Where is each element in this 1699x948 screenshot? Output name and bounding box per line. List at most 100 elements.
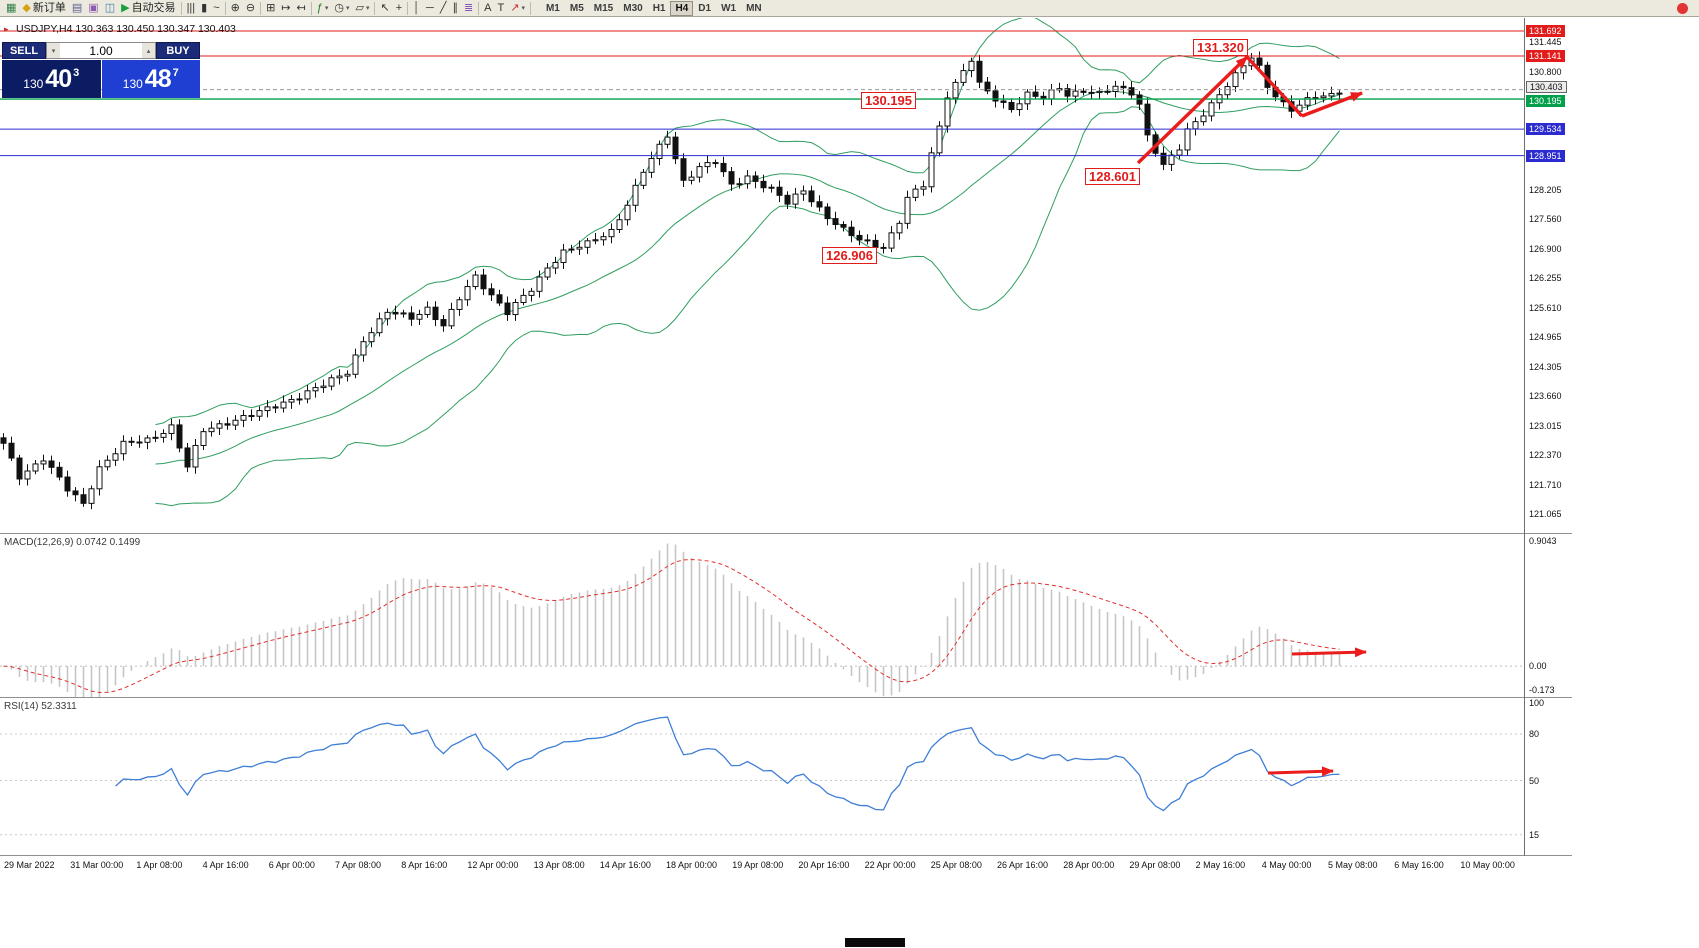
line-chart-icon[interactable]: ~ (210, 1, 222, 16)
price-annotation[interactable]: 131.320 (1193, 39, 1248, 56)
chart-shift-icon[interactable]: ↤ (294, 1, 309, 16)
date-axis-label: 14 Apr 16:00 (599, 860, 651, 870)
tile-windows-icon: ⊞ (266, 1, 276, 14)
rsi-arrow[interactable] (1267, 766, 1334, 777)
timeframes-dropdown-icon[interactable]: ▾ (345, 5, 350, 12)
vertical-line-icon[interactable]: │ (410, 1, 423, 16)
templates-dropdown-icon[interactable]: ▾ (365, 5, 370, 12)
buy-price-pips: 48 (144, 64, 172, 93)
price-level-lines[interactable] (0, 30, 1524, 157)
zoom-in-icon[interactable]: ⊕ (228, 1, 243, 16)
trend-arrow-line[interactable] (1136, 55, 1249, 165)
buy-price-panel[interactable]: 130 48 7 (101, 60, 200, 98)
price-chart-canvas[interactable] (0, 18, 1524, 533)
auto-trading-icon: ▶ (121, 1, 130, 14)
timeframe-m30-button[interactable]: M30 (618, 1, 647, 16)
pane-separator[interactable] (0, 697, 1572, 698)
candlestick-chart-icon[interactable]: ▮ (198, 1, 210, 16)
price-axis[interactable]: 131.692 131.445 131.141 130.800 130.403 130.1… (1524, 18, 1699, 856)
price-axis-label: 126.255 (1529, 273, 1562, 284)
crosshair-icon: + (395, 1, 403, 14)
timeframe-m5-button[interactable]: M5 (565, 1, 589, 16)
data-window-icon: ◫ (104, 1, 116, 14)
timeframe-h4-button[interactable]: H4 (670, 0, 694, 16)
rsi-axis-label: 15 (1529, 829, 1540, 840)
trendline-icon: ╱ (439, 1, 447, 14)
macd-axis-label: -0.173 (1529, 684, 1555, 695)
toolbar-right (1677, 2, 1696, 14)
zoom-out-icon[interactable]: ⊖ (243, 1, 258, 16)
bar-chart-icon[interactable]: ||| (184, 1, 199, 16)
date-axis-label: 19 Apr 08:00 (732, 860, 784, 870)
volume-decrease-button[interactable]: ▾ (47, 43, 60, 58)
data-window-icon[interactable]: ◫ (102, 1, 118, 16)
timeframe-m1-button[interactable]: M1 (541, 1, 565, 16)
rsi-axis-label: 50 (1529, 775, 1540, 786)
timeframe-mn-button[interactable]: MN (741, 1, 767, 16)
toolbar-separator (478, 1, 480, 15)
crosshair-icon[interactable]: + (393, 1, 405, 16)
indicators-icon[interactable]: ƒ ▾ (314, 1, 332, 16)
channel-icon[interactable]: ∥ (449, 1, 461, 16)
new-order-button[interactable]: ◆ 新订单 (19, 1, 68, 16)
auto-trading-button[interactable]: ▶ 自动交易 (118, 1, 178, 16)
templates-icon: ▱ (355, 1, 364, 14)
notification-icon[interactable] (1677, 2, 1688, 14)
pane-separator[interactable] (0, 533, 1572, 534)
h-scrollbar-thumb[interactable] (845, 938, 905, 947)
timeframe-h1-button[interactable]: H1 (648, 1, 671, 16)
toolbar-separator (180, 1, 182, 15)
volume-increase-button[interactable]: ▴ (142, 43, 155, 58)
trend-arrows[interactable] (1136, 55, 1363, 165)
profiles-icon[interactable]: ▣ (85, 1, 101, 16)
date-axis-label: 29 Apr 08:00 (1129, 860, 1181, 870)
cursor-icon[interactable]: ↖ (377, 1, 392, 16)
price-axis-label: 121.710 (1529, 479, 1562, 490)
tile-windows-icon[interactable]: ⊞ (263, 1, 278, 16)
price-annotation[interactable]: 128.601 (1085, 168, 1140, 185)
templates-icon[interactable]: ▱ ▾ (353, 1, 373, 16)
volume-input[interactable]: 1.00 (89, 43, 113, 58)
rsi-pane-canvas[interactable] (0, 698, 1524, 856)
price-axis-blue-marker: 128.951 (1526, 149, 1565, 162)
price-axis-label: 121.065 (1529, 509, 1562, 520)
toolbar-separator (260, 1, 262, 15)
timeframe-w1-button[interactable]: W1 (716, 1, 741, 16)
text-icon[interactable]: A (481, 1, 494, 16)
trend-arrow-line[interactable] (1245, 55, 1304, 118)
label-icon[interactable]: T (495, 1, 508, 16)
price-axis-label: 131.445 (1529, 37, 1562, 48)
cursor-icon: ↖ (380, 1, 390, 14)
macd-arrow[interactable] (1291, 647, 1367, 658)
macd-histogram (10, 543, 1341, 697)
zoom-in-icon: ⊕ (230, 1, 240, 14)
sell-price-point: 3 (73, 67, 80, 79)
chart-windows-icon[interactable]: ▤ (69, 1, 85, 16)
trendline-icon[interactable]: ╱ (437, 1, 450, 16)
date-axis-label: 13 Apr 08:00 (533, 860, 585, 870)
indicators-dropdown-icon[interactable]: ▾ (324, 5, 329, 12)
chart-window[interactable]: ▸ USDJPY,H4 130.363 130.450 130.347 130.… (0, 18, 1699, 948)
new-order-button-label: 新订单 (32, 1, 66, 14)
sell-price-panel[interactable]: 130 40 3 (2, 60, 101, 98)
fibonacci-icon[interactable]: ≣ (461, 1, 476, 16)
trend-arrow-line[interactable] (1301, 91, 1363, 118)
timeframe-toolbar: M1 M5 M15 M30 H1 H4 D1 W1 MN (541, 0, 767, 16)
macd-indicator-label: MACD(12,26,9) 0.0742 0.1499 (4, 537, 141, 548)
timeframe-m15-button[interactable]: M15 (589, 1, 618, 16)
price-annotation[interactable]: 130.195 (861, 92, 916, 109)
sell-button[interactable]: SELL (2, 42, 46, 59)
arrows-icon[interactable]: ↗ ▾ (507, 1, 528, 16)
price-axis-label: 127.560 (1529, 213, 1562, 224)
macd-pane-canvas[interactable] (0, 534, 1524, 697)
timeframes-icon[interactable]: ◷ ▾ (331, 1, 352, 16)
timeframe-d1-button[interactable]: D1 (693, 1, 716, 16)
new-chart-icon[interactable]: ▦ (3, 1, 19, 16)
toolbar-separator (374, 1, 376, 15)
auto-scroll-icon[interactable]: ↦ (278, 1, 293, 16)
horizontal-line-icon[interactable]: ─ (423, 1, 437, 16)
price-annotation[interactable]: 126.906 (822, 247, 877, 264)
pane-separator[interactable] (0, 855, 1572, 856)
buy-button[interactable]: BUY (156, 42, 200, 59)
arrows-dropdown-icon[interactable]: ▾ (521, 5, 525, 12)
